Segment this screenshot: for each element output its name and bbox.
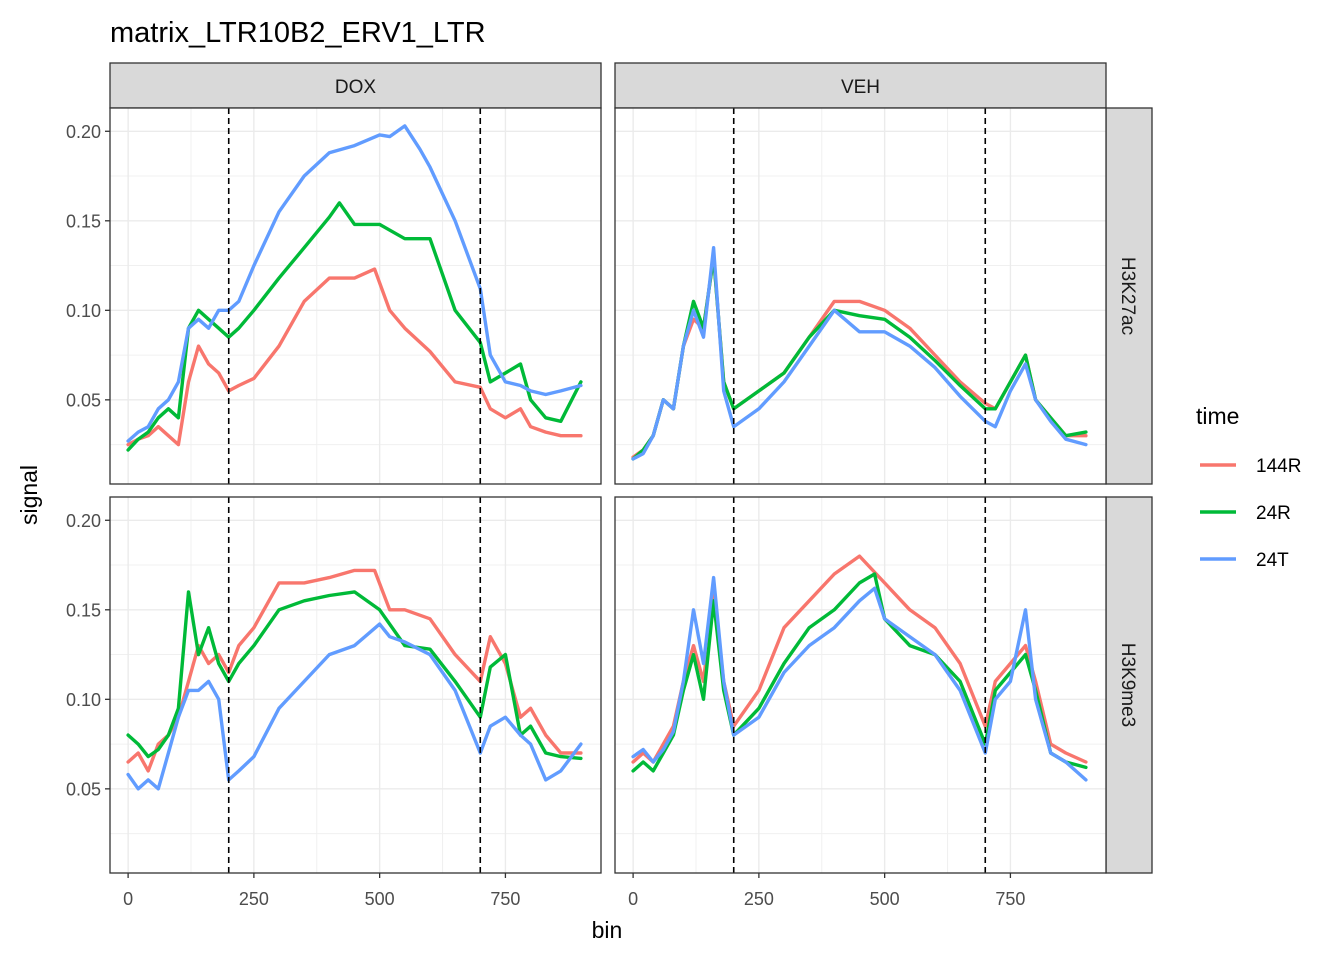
- y-tick-label: 0.15: [66, 211, 101, 231]
- legend-label: 144R: [1256, 456, 1301, 477]
- facet-strip-label: H3K9me3: [1117, 643, 1138, 728]
- series-line-144r: [126, 267, 583, 447]
- panel-dox-h3k27ac: 0.05 0.10 0.15 0.20: [66, 107, 602, 485]
- x-tick-label: 750: [995, 889, 1025, 909]
- y-tick-label: 0.10: [66, 301, 101, 321]
- y-tick-label: 0.20: [66, 122, 101, 142]
- panel-border: [614, 107, 1107, 485]
- facet-strip-h3k9me3: [1105, 496, 1153, 874]
- x-tick-label: 0: [123, 889, 133, 909]
- facet-strip-label: VEH: [841, 77, 880, 98]
- panel-border: [109, 107, 602, 485]
- x-tick-label: 750: [490, 889, 520, 909]
- panel-background: [110, 497, 601, 873]
- series-line-24t: [126, 622, 583, 791]
- series-line-24t: [631, 245, 1088, 461]
- series-line-24r: [126, 201, 583, 452]
- facet-strip-dox: [109, 62, 602, 109]
- series-line-24t: [631, 575, 1088, 782]
- series-line-24t: [126, 124, 583, 443]
- facet-strip-label: H3K27ac: [1117, 257, 1138, 335]
- facet-strip-veh: [614, 62, 1107, 109]
- y-tick-label: 0.05: [66, 390, 101, 410]
- y-tick-label: 0.20: [66, 511, 101, 531]
- panel-veh-h3k9me3: 0 250 500 750: [614, 496, 1107, 909]
- legend: time 144R 24R 24T: [1196, 403, 1301, 571]
- x-tick-label: 0: [628, 889, 638, 909]
- legend-title: time: [1196, 403, 1239, 429]
- facet-strip-h3k27ac: [1105, 107, 1153, 485]
- panel-background: [615, 108, 1106, 484]
- panel-border: [109, 496, 602, 874]
- panel-dox-h3k9me3: 0.05 0.10 0.15 0.20 0 250 500 750: [66, 496, 602, 909]
- y-tick-label: 0.05: [66, 779, 101, 799]
- x-tick-label: 500: [870, 889, 900, 909]
- y-axis-label: signal: [16, 465, 42, 525]
- panel-background: [110, 108, 601, 484]
- x-tick-label: 500: [365, 889, 395, 909]
- legend-label: 24R: [1256, 503, 1291, 524]
- panel-border: [614, 496, 1107, 874]
- x-tick-label: 250: [239, 889, 269, 909]
- panel-veh-h3k27ac: [614, 107, 1107, 485]
- facet-strip-label: DOX: [335, 77, 377, 98]
- x-tick-label: 250: [744, 889, 774, 909]
- y-tick-label: 0.15: [66, 600, 101, 620]
- legend-label: 24T: [1256, 550, 1289, 571]
- y-tick-label: 0.10: [66, 690, 101, 710]
- chart-title: matrix_LTR10B2_ERV1_LTR: [110, 17, 486, 49]
- series-line-24r: [126, 590, 583, 761]
- x-axis-label: bin: [592, 917, 623, 943]
- panel-background: [615, 497, 1106, 873]
